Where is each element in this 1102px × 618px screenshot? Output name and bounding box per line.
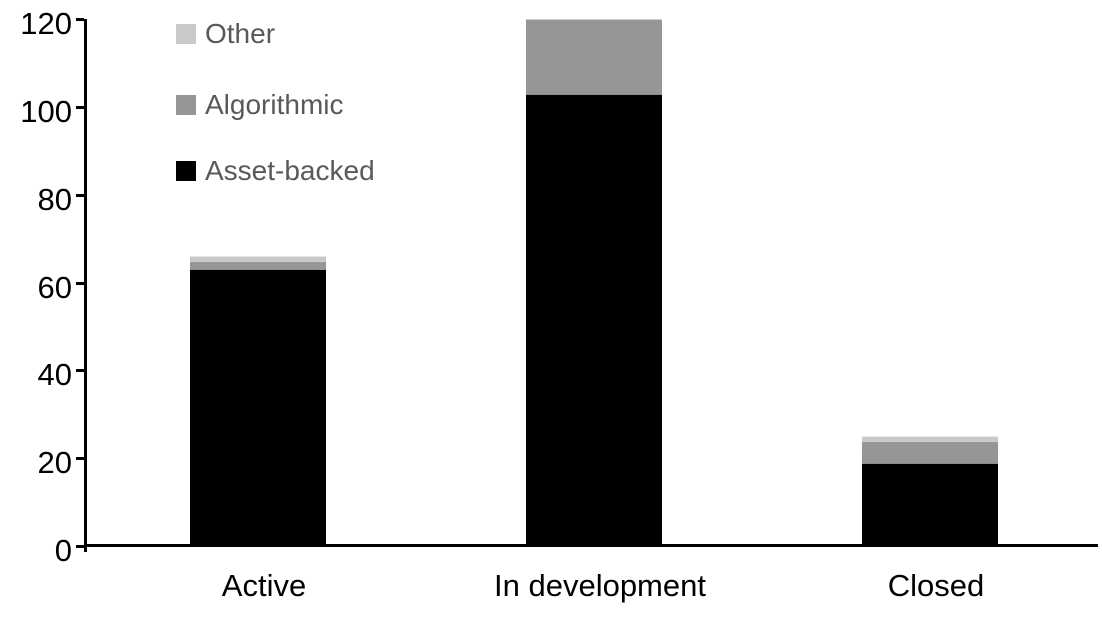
y-tick-mark [76, 18, 84, 21]
y-tick-label: 20 [37, 445, 72, 481]
y-tick-label: 120 [20, 6, 72, 41]
legend-item-other: Other [176, 18, 276, 49]
y-tick-label: 80 [37, 181, 72, 217]
segment-algorithmic [862, 440, 998, 463]
bar-closed [862, 436, 998, 546]
segment-other [862, 436, 998, 441]
legend-item-algorithmic: Algorithmic [176, 89, 344, 120]
legend-swatch-asset-backed [176, 161, 196, 181]
segment-asset-backed [190, 269, 326, 546]
y-tick-label: 40 [37, 357, 72, 393]
y-tick-label: 100 [20, 93, 72, 129]
legend-swatch-other [176, 24, 196, 44]
y-tick-mark [76, 457, 84, 461]
y-tick-mark [76, 193, 84, 197]
y-tick-mark [76, 369, 84, 373]
legend-item-asset-backed: Asset-backed [176, 155, 375, 186]
bar-active [190, 256, 326, 546]
category-label-active: Active [221, 568, 307, 603]
legend-label: Other [205, 18, 276, 49]
legend-label: Algorithmic [205, 89, 344, 120]
category-label-closed: Closed [887, 568, 985, 603]
segment-asset-backed [862, 462, 998, 546]
segment-algorithmic [190, 260, 326, 270]
y-axis-line [84, 19, 87, 552]
legend-label: Asset-backed [205, 155, 375, 186]
legend-swatch-algorithmic [176, 95, 196, 115]
y-tick-mark [76, 545, 84, 548]
y-tick-label: 60 [37, 269, 72, 305]
bar-in-development [526, 19, 662, 546]
y-tick-mark [76, 105, 84, 109]
y-tick-mark [76, 281, 84, 285]
segment-algorithmic [526, 19, 662, 94]
segment-other [190, 256, 326, 261]
category-label-in-development: In development [494, 568, 706, 603]
y-tick-label: 0 [54, 533, 72, 568]
segment-asset-backed [526, 93, 662, 546]
